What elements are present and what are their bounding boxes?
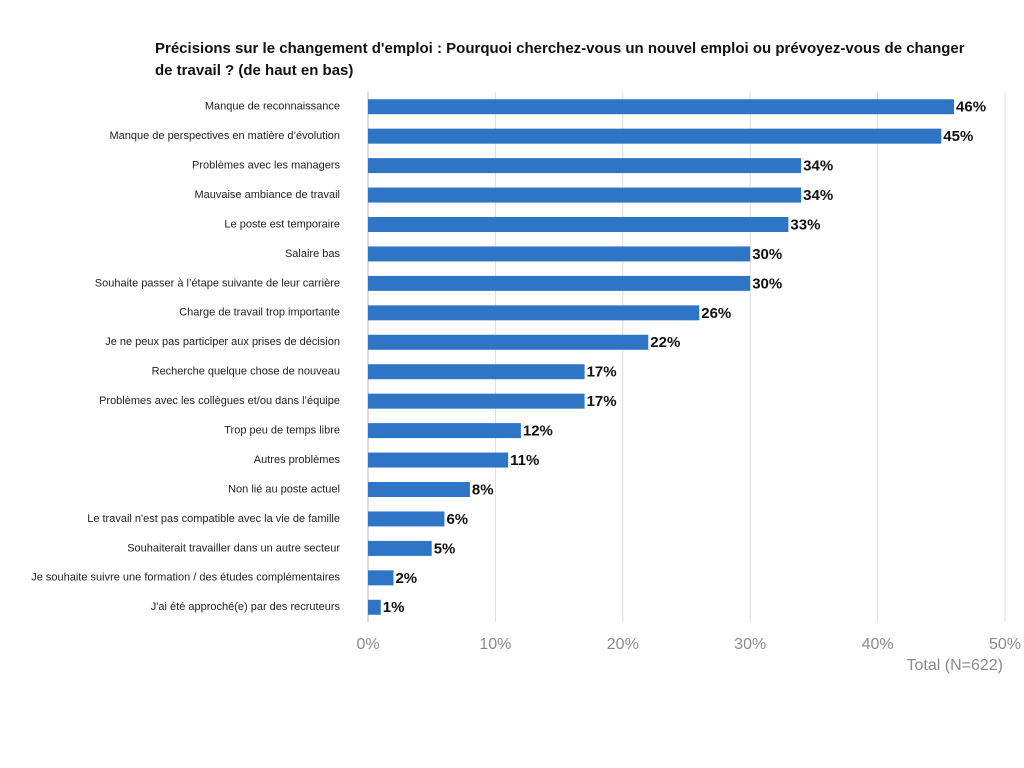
bar [368,217,789,232]
bar [368,482,470,497]
category-label: Mauvaise ambiance de travail [194,189,340,201]
category-label: Le travail n'est pas compatible avec la … [87,513,340,525]
bar [368,275,751,291]
value-label: 11% [510,452,539,469]
bar [368,423,521,439]
category-label: Trop peu de temps libre [224,425,340,437]
value-label: 1% [383,599,405,616]
value-label: 17% [587,393,617,410]
x-tick-label: 0% [356,636,379,653]
value-label: 2% [395,570,417,587]
category-label: Manque de perspectives en matière d’évol… [109,130,340,142]
bar [368,334,649,350]
chart-title: Précisions sur le changement d'emploi : … [155,40,965,79]
category-label: Non lié au poste actuel [228,483,340,495]
bar [368,452,509,468]
category-label: Souhaite passer à l’étape suivante de le… [95,277,340,289]
category-label: Problèmes avec les collègues et/ou dans … [99,395,340,407]
bar [368,511,445,527]
bar [368,305,700,321]
value-label: 30% [752,275,782,292]
value-label: 12% [523,423,553,440]
value-label: 34% [803,187,833,204]
value-label: 34% [803,158,833,175]
category-label: Autres problèmes [254,454,341,466]
x-tick-label: 10% [479,636,511,653]
bar [368,540,432,556]
x-tick-label: 20% [607,636,639,653]
category-label: Manque de reconnaissance [205,101,340,113]
value-label: 45% [943,128,973,145]
bar [368,158,802,174]
x-tick-label: 30% [734,636,766,653]
value-label: 46% [956,99,986,116]
category-label: Problèmes avec les managers [192,160,340,172]
category-label: Je ne peux pas participer aux prises de … [105,336,340,348]
x-tick-label: 50% [989,636,1021,653]
value-label: 8% [472,481,494,498]
value-label: 6% [446,511,468,528]
bar [368,364,585,380]
category-label: Charge de travail trop importante [179,307,340,319]
value-label: 17% [587,364,617,381]
value-label: 22% [650,334,680,351]
value-label: 26% [701,305,731,322]
bar [368,599,381,615]
category-label: Le poste est temporaire [224,218,340,230]
value-label: 30% [752,246,782,263]
category-label: Je souhaite suivre une formation / des é… [31,572,340,584]
x-axis-label: Total (N=622) [907,657,1004,674]
bar [368,393,585,409]
bar [368,570,394,586]
bar [368,246,751,262]
bar [368,99,955,115]
category-label: Souhaiterait travailler dans un autre se… [127,542,340,554]
bar [368,128,942,144]
category-label: Recherche quelque chose de nouveau [152,366,340,378]
x-tick-label: 40% [862,636,894,653]
category-label: Salaire bas [285,248,341,260]
value-label: 5% [434,540,456,557]
value-label: 33% [790,216,820,233]
bar [368,187,802,203]
category-label: J'ai été approché(e) par des recruteurs [151,601,341,613]
